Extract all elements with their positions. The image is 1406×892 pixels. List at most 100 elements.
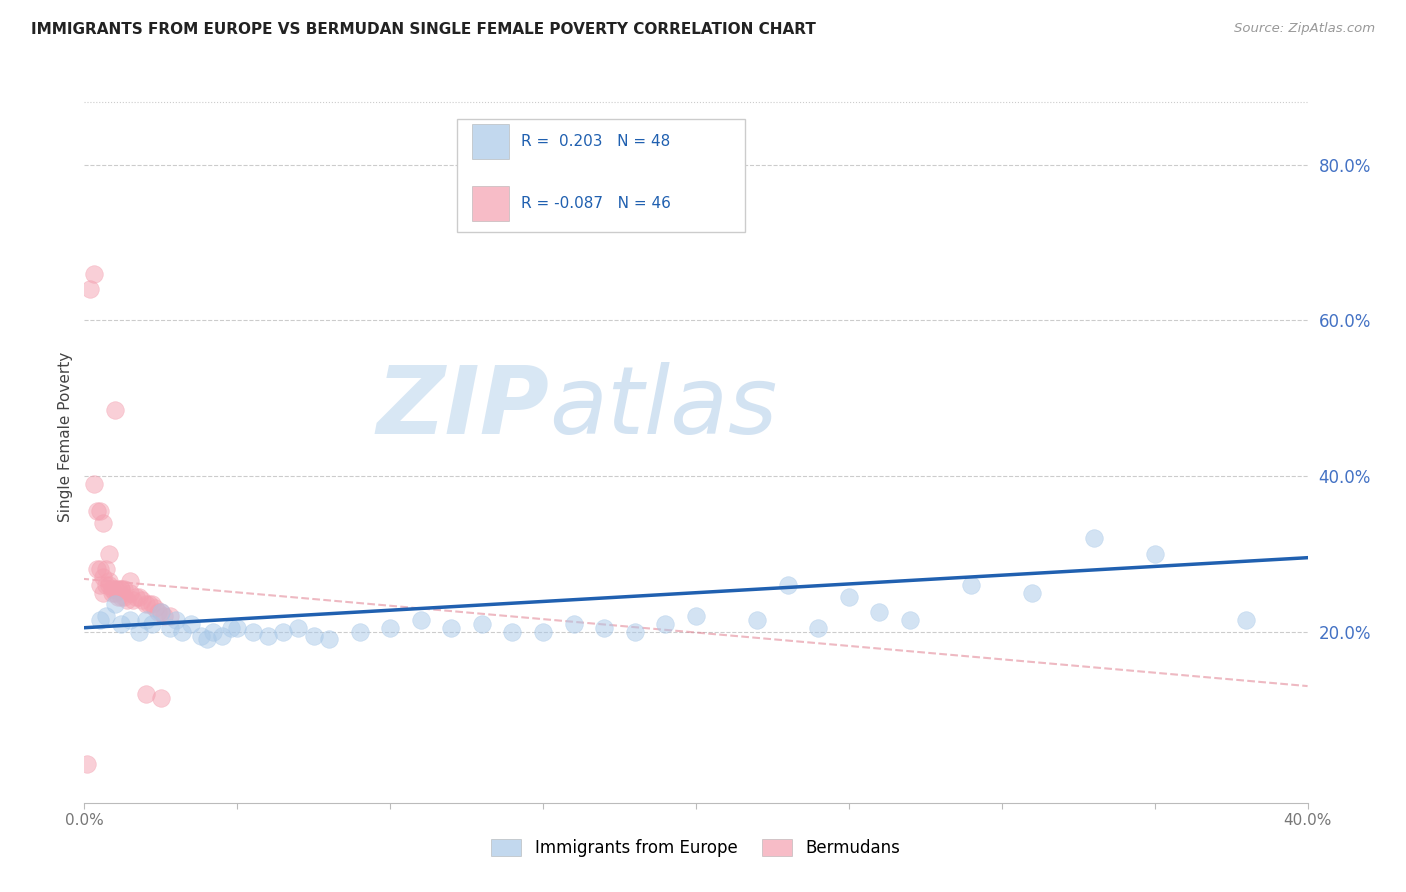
Point xyxy=(201,624,224,639)
Point xyxy=(86,562,108,576)
Text: IMMIGRANTS FROM EUROPE VS BERMUDAN SINGLE FEMALE POVERTY CORRELATION CHART: IMMIGRANTS FROM EUROPE VS BERMUDAN SINGL… xyxy=(31,22,815,37)
Point xyxy=(122,593,145,607)
Point xyxy=(141,616,163,631)
Point xyxy=(110,590,132,604)
Point xyxy=(165,613,187,627)
Point xyxy=(562,616,585,631)
Point xyxy=(257,628,280,642)
Point xyxy=(172,624,194,639)
FancyBboxPatch shape xyxy=(457,119,745,232)
Point xyxy=(143,601,166,615)
Point xyxy=(898,613,921,627)
Point xyxy=(146,605,169,619)
Point xyxy=(112,590,135,604)
Legend: Immigrants from Europe, Bermudans: Immigrants from Europe, Bermudans xyxy=(485,832,907,864)
Text: atlas: atlas xyxy=(550,362,778,453)
Point xyxy=(125,590,148,604)
Point xyxy=(502,624,524,639)
Point xyxy=(1143,547,1166,561)
Point xyxy=(128,590,150,604)
Point xyxy=(180,616,202,631)
Point xyxy=(318,632,340,647)
Point xyxy=(211,628,233,642)
Point xyxy=(94,562,117,576)
Point xyxy=(685,609,707,624)
Point xyxy=(195,632,218,647)
Point xyxy=(94,578,117,592)
Point xyxy=(91,516,114,530)
Point xyxy=(1083,531,1105,545)
Point xyxy=(747,613,769,627)
Point xyxy=(440,621,463,635)
Point xyxy=(471,616,494,631)
Point xyxy=(624,624,647,639)
Point xyxy=(287,621,309,635)
Point xyxy=(107,582,129,596)
Point xyxy=(97,578,120,592)
Point xyxy=(302,628,325,642)
Point xyxy=(91,585,114,599)
Point xyxy=(79,282,101,296)
Point xyxy=(149,605,172,619)
Y-axis label: Single Female Poverty: Single Female Poverty xyxy=(58,352,73,522)
Point xyxy=(1021,585,1043,599)
Point xyxy=(807,621,830,635)
Point xyxy=(120,613,142,627)
Point xyxy=(83,267,105,281)
Point xyxy=(86,504,108,518)
Point xyxy=(138,598,160,612)
Point xyxy=(101,585,124,599)
Point xyxy=(107,590,129,604)
Point xyxy=(135,598,157,612)
Point xyxy=(110,582,132,596)
Text: ZIP: ZIP xyxy=(377,362,550,454)
Point xyxy=(94,609,117,624)
Point xyxy=(409,613,432,627)
Point xyxy=(226,621,249,635)
Point xyxy=(89,504,111,518)
Point xyxy=(120,585,142,599)
Point xyxy=(219,621,242,635)
Point xyxy=(159,621,181,635)
Point xyxy=(135,613,157,627)
Point xyxy=(101,582,124,596)
Point xyxy=(89,578,111,592)
Point xyxy=(97,574,120,588)
Point xyxy=(115,593,138,607)
Point xyxy=(153,609,176,624)
Bar xyxy=(472,186,509,221)
Point xyxy=(960,578,983,592)
Text: R = -0.087   N = 46: R = -0.087 N = 46 xyxy=(522,196,671,211)
Point xyxy=(89,562,111,576)
Point xyxy=(131,593,153,607)
Point xyxy=(380,621,402,635)
Point xyxy=(242,624,264,639)
Point xyxy=(128,624,150,639)
Point xyxy=(76,756,98,771)
Point xyxy=(654,616,676,631)
Point xyxy=(159,609,181,624)
Point xyxy=(83,476,105,491)
Point xyxy=(593,621,616,635)
Point xyxy=(271,624,294,639)
Point xyxy=(89,613,111,627)
Point xyxy=(104,402,127,417)
Point xyxy=(149,690,172,705)
Point xyxy=(110,582,132,596)
Point xyxy=(104,582,127,596)
Point xyxy=(349,624,371,639)
Point xyxy=(838,590,860,604)
Point xyxy=(110,616,132,631)
Point xyxy=(149,605,172,619)
Point xyxy=(141,598,163,612)
Point xyxy=(869,605,891,619)
Point xyxy=(1236,613,1258,627)
Point xyxy=(531,624,554,639)
Point xyxy=(120,574,142,588)
Text: R =  0.203   N = 48: R = 0.203 N = 48 xyxy=(522,134,671,149)
Point xyxy=(91,570,114,584)
Point xyxy=(97,547,120,561)
Bar xyxy=(472,124,509,159)
Point xyxy=(104,585,127,599)
Point xyxy=(776,578,799,592)
